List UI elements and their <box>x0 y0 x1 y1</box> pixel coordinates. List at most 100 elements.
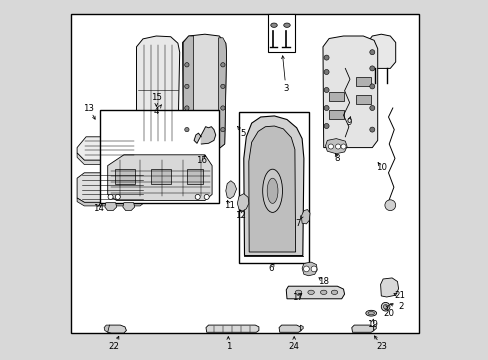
Circle shape <box>108 194 113 199</box>
Polygon shape <box>225 181 236 199</box>
Circle shape <box>369 84 374 89</box>
Text: 5: 5 <box>240 129 245 138</box>
Bar <box>186 169 203 184</box>
Bar <box>328 110 343 119</box>
Bar <box>239 112 309 263</box>
Text: 10: 10 <box>375 163 386 172</box>
Text: 17: 17 <box>291 293 302 302</box>
Circle shape <box>369 50 374 55</box>
Circle shape <box>195 194 200 199</box>
Circle shape <box>384 200 395 211</box>
Circle shape <box>324 105 328 111</box>
Ellipse shape <box>320 290 326 294</box>
Text: 14: 14 <box>93 204 104 213</box>
Circle shape <box>381 302 389 311</box>
Text: 18: 18 <box>318 277 328 286</box>
Bar <box>115 169 134 184</box>
Circle shape <box>340 144 346 149</box>
Polygon shape <box>366 34 395 68</box>
Circle shape <box>220 127 224 132</box>
Text: 8: 8 <box>334 154 340 163</box>
Circle shape <box>220 84 224 89</box>
Polygon shape <box>237 194 248 211</box>
Text: 16: 16 <box>195 156 206 165</box>
Text: 19: 19 <box>366 320 377 329</box>
Circle shape <box>303 266 309 272</box>
Circle shape <box>369 66 374 71</box>
Ellipse shape <box>307 290 314 294</box>
Polygon shape <box>77 173 145 202</box>
Polygon shape <box>104 203 117 211</box>
Circle shape <box>324 123 328 129</box>
Bar <box>328 92 343 101</box>
Circle shape <box>184 127 189 132</box>
Circle shape <box>324 69 328 75</box>
Polygon shape <box>244 116 303 256</box>
Polygon shape <box>351 325 373 332</box>
Ellipse shape <box>266 178 277 203</box>
Text: 7: 7 <box>295 219 301 228</box>
Text: 3: 3 <box>283 84 288 93</box>
Bar <box>71 14 419 333</box>
Polygon shape <box>77 137 140 160</box>
Circle shape <box>369 105 374 111</box>
Polygon shape <box>380 278 398 297</box>
Circle shape <box>369 127 374 132</box>
Circle shape <box>184 84 189 89</box>
Text: 13: 13 <box>83 104 94 112</box>
Circle shape <box>204 194 209 199</box>
Polygon shape <box>194 127 215 144</box>
Text: 6: 6 <box>268 264 274 273</box>
Polygon shape <box>122 203 134 211</box>
Circle shape <box>310 266 316 272</box>
Circle shape <box>324 55 328 60</box>
Text: 15: 15 <box>150 93 162 102</box>
Ellipse shape <box>330 290 337 294</box>
Polygon shape <box>302 262 317 276</box>
Bar <box>101 110 219 203</box>
Polygon shape <box>279 325 301 332</box>
Text: 11: 11 <box>224 201 234 210</box>
Circle shape <box>184 63 189 67</box>
Bar <box>355 95 370 104</box>
Ellipse shape <box>262 169 282 212</box>
Polygon shape <box>322 36 377 148</box>
Polygon shape <box>136 36 179 146</box>
Text: 24: 24 <box>288 342 299 351</box>
Circle shape <box>335 144 340 149</box>
Polygon shape <box>285 286 344 299</box>
Polygon shape <box>107 325 126 333</box>
Circle shape <box>383 305 387 309</box>
Text: 2: 2 <box>398 302 403 311</box>
Text: 22: 22 <box>108 342 120 351</box>
Circle shape <box>324 87 328 93</box>
Polygon shape <box>77 153 140 165</box>
Polygon shape <box>373 325 375 330</box>
Text: 20: 20 <box>382 309 393 318</box>
Polygon shape <box>325 139 346 154</box>
Ellipse shape <box>270 23 277 27</box>
Text: 23: 23 <box>376 342 386 351</box>
Circle shape <box>115 194 120 199</box>
Polygon shape <box>300 325 303 330</box>
Text: 21: 21 <box>394 292 405 300</box>
Bar <box>355 77 370 86</box>
Polygon shape <box>301 210 309 224</box>
Polygon shape <box>77 198 145 206</box>
Text: 12: 12 <box>235 211 246 220</box>
Ellipse shape <box>367 311 374 315</box>
Polygon shape <box>183 36 193 148</box>
Ellipse shape <box>283 23 289 27</box>
Circle shape <box>220 106 224 110</box>
Circle shape <box>184 106 189 110</box>
Polygon shape <box>218 38 226 148</box>
Ellipse shape <box>295 290 301 294</box>
Polygon shape <box>104 325 109 332</box>
Circle shape <box>328 144 333 149</box>
Circle shape <box>220 63 224 67</box>
Text: 1: 1 <box>225 342 230 351</box>
Bar <box>151 169 170 184</box>
Bar <box>267 14 294 52</box>
Polygon shape <box>182 34 226 148</box>
Text: 9: 9 <box>346 118 351 127</box>
